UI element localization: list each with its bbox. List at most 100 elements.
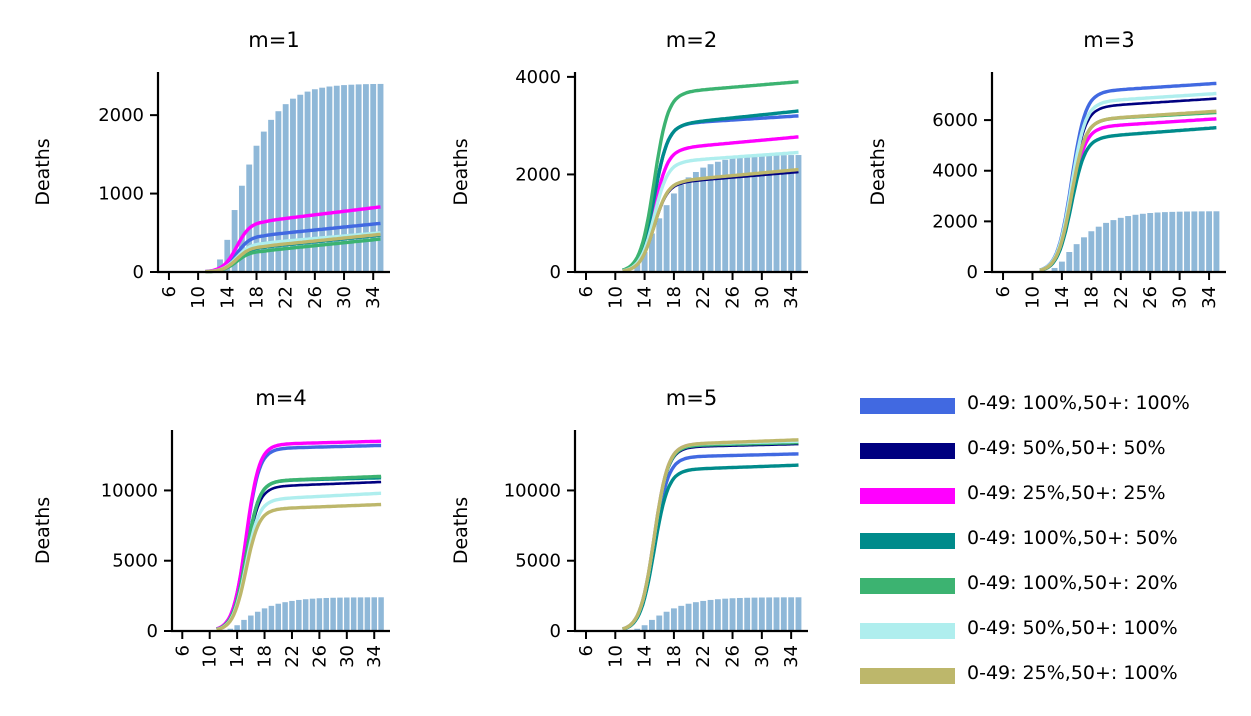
bar	[707, 164, 714, 272]
bar	[678, 184, 685, 272]
y-tick-label: 4000	[515, 67, 561, 88]
bar	[304, 91, 311, 272]
x-tick-label: 26	[723, 286, 744, 309]
bar	[670, 193, 677, 272]
bar	[795, 597, 802, 631]
bar	[234, 625, 240, 631]
bar	[736, 597, 743, 631]
bar	[1110, 220, 1117, 272]
x-tick-label: 22	[276, 286, 297, 309]
y-tick-label: 5000	[515, 551, 561, 572]
bar	[663, 205, 670, 272]
bar	[678, 605, 685, 631]
series-line	[622, 438, 799, 631]
x-tick-label: 10	[200, 645, 221, 668]
x-tick-label: 34	[1199, 286, 1220, 309]
bar	[311, 89, 318, 272]
legend-label: 0-49: 25%,50+: 25%	[967, 482, 1166, 504]
bar	[780, 155, 787, 272]
x-tick-label: 6	[159, 286, 180, 297]
x-tick-label: 14	[635, 645, 656, 668]
bar	[289, 600, 295, 631]
legend-swatch	[860, 398, 955, 414]
x-tick-label: 10	[605, 645, 626, 668]
bar	[355, 84, 362, 273]
bar	[1073, 244, 1080, 272]
bar	[364, 597, 371, 631]
x-tick-label: 14	[1052, 286, 1073, 309]
bar	[1198, 211, 1205, 272]
bar	[788, 597, 795, 631]
y-axis-label: Deaths	[867, 138, 889, 205]
bar	[348, 84, 355, 273]
legend-label: 0-49: 25%,50+: 100%	[967, 662, 1178, 684]
bar	[241, 619, 247, 631]
bar	[1117, 217, 1124, 272]
series-line	[205, 221, 381, 274]
bar	[316, 598, 323, 631]
series-line	[1039, 109, 1217, 272]
bar	[685, 177, 692, 272]
y-tick-label: 0	[147, 621, 158, 642]
x-tick-label: 30	[337, 645, 358, 668]
bar	[714, 599, 721, 631]
bar	[692, 602, 699, 631]
bar	[722, 159, 729, 272]
bar	[766, 155, 773, 272]
bar	[1081, 237, 1087, 272]
bar	[296, 599, 302, 631]
x-tick-label: 30	[752, 645, 773, 668]
bar	[670, 608, 677, 631]
x-tick-label: 22	[693, 286, 714, 309]
panel: m=1 0 1000 2000 6 10 14 18 22 26 30 34 Deaths	[32, 28, 390, 309]
y-tick-label: 6000	[932, 110, 978, 131]
bar	[751, 597, 758, 631]
bar	[656, 615, 663, 631]
bar	[1132, 214, 1139, 272]
y-tick-label: 0	[967, 262, 978, 283]
legend-swatch	[860, 668, 955, 684]
bar	[1095, 226, 1102, 272]
y-tick-label: 0	[550, 262, 561, 283]
bar	[634, 264, 641, 272]
bar	[758, 597, 765, 631]
bar	[254, 611, 261, 631]
bar	[685, 603, 692, 631]
bar	[744, 156, 751, 272]
panel: m=2 0 2000 4000 6 10 14 18 22 26 30 34 Deaths	[450, 28, 808, 309]
x-tick-label: 18	[255, 645, 276, 668]
bar	[1125, 216, 1132, 272]
panel: m=5 0 5000 10000 6 10 14 18 22 26 30 34 Deaths	[450, 386, 808, 668]
bar	[729, 158, 736, 272]
bar	[350, 597, 357, 631]
bar	[692, 172, 699, 272]
y-tick-label: 1000	[98, 184, 144, 205]
legend-label: 0-49: 50%,50+: 50%	[967, 437, 1166, 459]
x-tick-label: 30	[1170, 286, 1191, 309]
bar	[290, 98, 296, 273]
bar	[302, 599, 309, 631]
x-tick-label: 22	[1111, 286, 1132, 309]
bar	[231, 210, 238, 272]
x-tick-label: 14	[227, 645, 248, 668]
y-tick-label: 2000	[515, 164, 561, 185]
bar	[1169, 211, 1176, 272]
bar	[341, 85, 347, 272]
y-tick-label: 2000	[932, 211, 978, 232]
bar	[309, 598, 316, 631]
bar	[282, 602, 288, 631]
bar	[275, 111, 282, 272]
legend-swatch	[860, 488, 955, 504]
bar	[1058, 261, 1065, 272]
bar	[634, 628, 641, 631]
bar	[1184, 211, 1190, 272]
x-tick-label: 10	[1022, 286, 1043, 309]
bar	[649, 233, 655, 272]
bar	[326, 86, 333, 273]
bar	[344, 597, 350, 631]
bar	[1213, 211, 1220, 272]
y-tick-label: 0	[133, 262, 144, 283]
y-axis-label: Deaths	[32, 497, 54, 564]
x-tick-label: 22	[693, 645, 714, 668]
legend-swatch	[860, 443, 955, 459]
